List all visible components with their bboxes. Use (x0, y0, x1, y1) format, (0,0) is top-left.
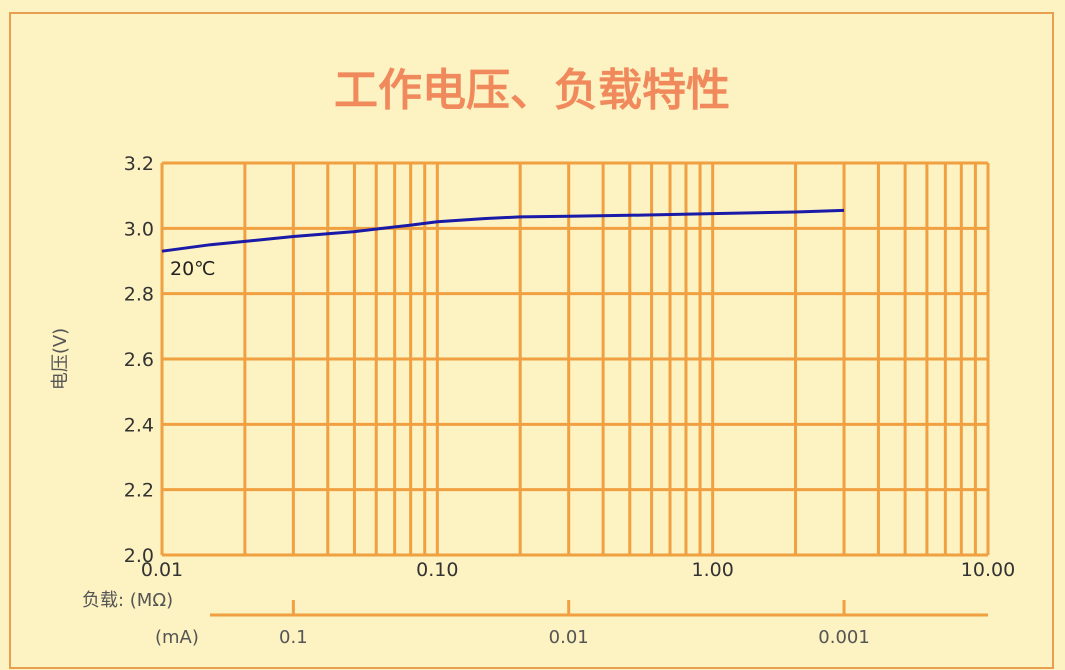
temperature-annotation: 20℃ (170, 258, 216, 280)
y-axis-label: 电压(V) (50, 328, 71, 390)
y-tick-label: 2.2 (124, 480, 154, 502)
y-tick-label: 3.2 (124, 153, 154, 175)
y-tick-label: 3.0 (124, 218, 154, 240)
outer-border (9, 12, 1054, 669)
current-axis-tick-label: 0.001 (818, 627, 870, 648)
x-tick-label: 0.01 (141, 559, 183, 581)
y-tick-label: 2.8 (124, 284, 154, 306)
y-tick-label: 2.4 (124, 414, 154, 436)
x-tick-label: 10.00 (961, 559, 1015, 581)
chart-title: 工作电压、负载特性 (334, 65, 730, 116)
y-tick-label: 2.6 (124, 349, 154, 371)
load-axis-label: 负载: (MΩ) (82, 590, 173, 611)
current-axis-label: (mA) (155, 627, 199, 648)
y-tick-label: 2.0 (124, 545, 154, 567)
voltage-series-line (161, 208, 845, 253)
x-tick-label: 0.10 (416, 559, 458, 581)
current-axis-tick-label: 0.01 (549, 627, 589, 648)
x-tick-label: 1.00 (692, 559, 734, 581)
current-axis-tick-label: 0.1 (279, 627, 308, 648)
